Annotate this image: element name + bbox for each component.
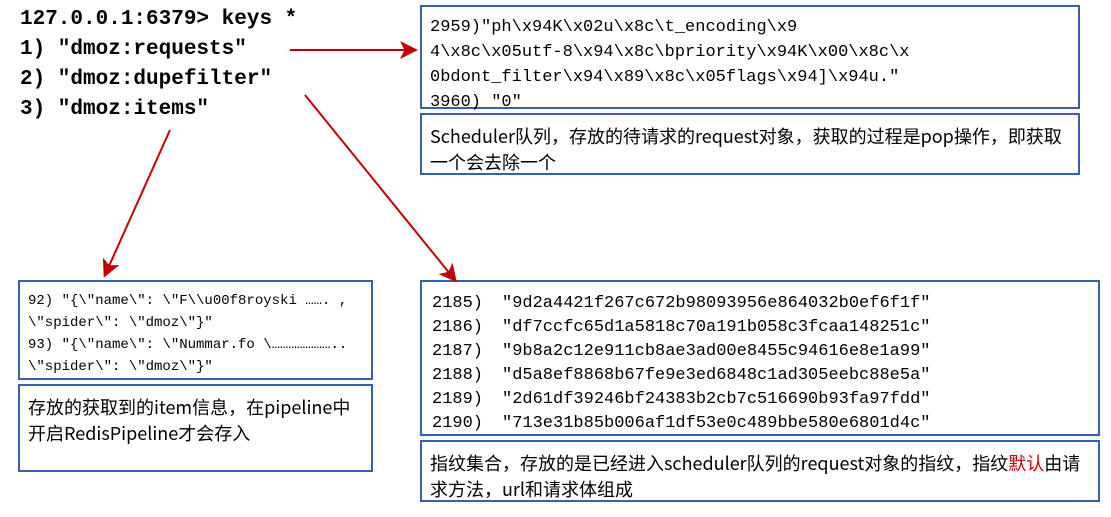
dupe-note-text: 指纹集合，存放的是已经进入scheduler队列的request对象的指纹，指纹… (430, 450, 1080, 502)
items-note-text: 存放的获取到的item信息，在pipeline中开启RedisPipeline才… (28, 394, 350, 446)
dupe-row-5: 2190)"713e31b85b006af1df53e0c489bbe580e6… (432, 412, 1088, 436)
cli-key-2: 2) "dmoz:dupefilter" (20, 65, 297, 95)
requests-line-0: 2959)"ph\x94K\x02u\x8c\t_encoding\x9 (430, 15, 1070, 40)
cli-key-1: 1) "dmoz:requests" (20, 35, 297, 65)
requests-line-3: 3960) "0" (430, 90, 1070, 115)
dupe-row-4: 2189)"2d61df39246bf24383b2cb7c516690b93f… (432, 388, 1088, 412)
dupe-row-3: 2188)"d5a8ef8868b67fe9e3ed6848c1ad305eeb… (432, 364, 1088, 388)
redis-cli-output: 127.0.0.1:6379> keys *1) "dmoz:requests"… (20, 5, 297, 125)
items-note-box: 存放的获取到的item信息，在pipeline中开启RedisPipeline才… (18, 384, 373, 472)
dupe-row-0: 2185)"9d2a4421f267c672b98093956e864032b0… (432, 292, 1088, 316)
items-data-box: 92) "{\"name\": \"F\\u00f8royski ……. ,\"… (18, 280, 373, 380)
dupe-row-2: 2187)"9b8a2c12e911cb8ae3ad00e8455c94616e… (432, 340, 1088, 364)
requests-line-1: 4\x8c\x05utf-8\x94\x8c\bpriority\x94K\x0… (430, 40, 1070, 65)
requests-line-2: 0bdont_filter\x94\x89\x8c\x05flags\x94]\… (430, 65, 1070, 90)
dupe-note-red: 默认 (1008, 450, 1044, 476)
requests-data-box: 2959)"ph\x94K\x02u\x8c\t_encoding\x94\x8… (420, 5, 1080, 109)
cli-prompt: 127.0.0.1:6379> keys * (20, 5, 297, 35)
cli-key-3: 3) "dmoz:items" (20, 95, 297, 125)
items-line-3: \"spider\": \"dmoz\"}" (28, 356, 363, 378)
requests-note-text: Scheduler队列，存放的待请求的request对象，获取的过程是pop操作… (430, 123, 1062, 175)
items-line-1: \"spider\": \"dmoz\"}" (28, 312, 363, 334)
requests-note-box: Scheduler队列，存放的待请求的request对象，获取的过程是pop操作… (420, 113, 1080, 175)
dupefilter-note-box: 指纹集合，存放的是已经进入scheduler队列的request对象的指纹，指纹… (420, 440, 1100, 502)
arrow-2 (105, 130, 170, 275)
items-line-2: 93) "{\"name\": \"Nummar.fo \………………….. (28, 334, 363, 356)
dupefilter-data-box: 2185)"9d2a4421f267c672b98093956e864032b0… (420, 280, 1100, 436)
dupe-row-1: 2186)"df7ccfc65d1a5818c70a191b058c3fcaa1… (432, 316, 1088, 340)
items-line-0: 92) "{\"name\": \"F\\u00f8royski ……. , (28, 290, 363, 312)
